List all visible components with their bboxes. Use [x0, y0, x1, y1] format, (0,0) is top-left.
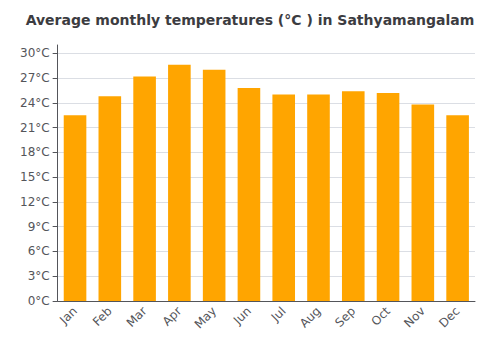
svg-text:27°C: 27°C	[20, 71, 50, 85]
svg-text:Nov: Nov	[401, 304, 427, 330]
svg-text:Oct: Oct	[368, 304, 393, 329]
svg-text:3°C: 3°C	[28, 269, 50, 283]
svg-text:15°C: 15°C	[20, 170, 50, 184]
svg-text:0°C: 0°C	[28, 294, 50, 308]
svg-text:30°C: 30°C	[20, 46, 50, 60]
svg-text:Average monthly temperatures (: Average monthly temperatures (°C ) in Sa…	[26, 12, 475, 28]
svg-text:Sep: Sep	[332, 304, 358, 330]
svg-text:Mar: Mar	[124, 304, 150, 330]
svg-text:9°C: 9°C	[28, 220, 50, 234]
svg-text:Jun: Jun	[230, 304, 254, 328]
svg-text:Apr: Apr	[160, 304, 185, 329]
svg-text:Jan: Jan	[56, 304, 80, 328]
svg-text:6°C: 6°C	[28, 244, 50, 258]
svg-text:Aug: Aug	[297, 304, 323, 330]
svg-text:Feb: Feb	[90, 304, 115, 329]
svg-text:Jul: Jul	[268, 304, 289, 325]
svg-text:May: May	[192, 304, 219, 331]
svg-text:24°C: 24°C	[20, 96, 50, 110]
svg-text:Dec: Dec	[436, 304, 462, 330]
svg-text:12°C: 12°C	[20, 195, 50, 209]
svg-text:21°C: 21°C	[20, 121, 50, 135]
svg-text:18°C: 18°C	[20, 145, 50, 159]
